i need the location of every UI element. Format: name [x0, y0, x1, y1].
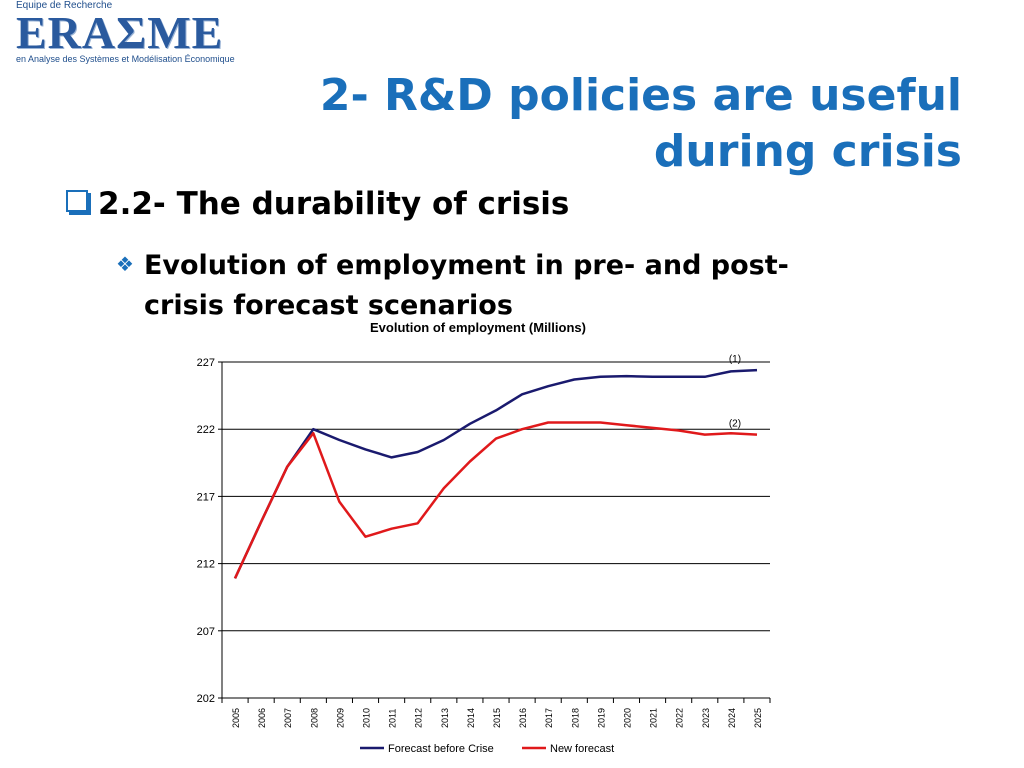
legend-label: New forecast [550, 743, 614, 755]
x-tick-label: 2010 [362, 708, 372, 728]
chart-title: Evolution of employment (Millions) [370, 320, 586, 335]
diamond-bullet-icon: ❖ [116, 252, 134, 276]
x-tick-label: 2020 [622, 708, 632, 728]
chart-svg: Evolution of employment (Millions) 20220… [197, 320, 771, 755]
series-line-forecast-before-crise [233, 368, 758, 579]
slide-title-line1: 2- R&D policies are useful [319, 70, 962, 121]
employment-chart: Evolution of employment (Millions) 202 20… [170, 318, 800, 764]
x-tick-label: 2012 [414, 708, 424, 728]
x-tick-label: 2016 [518, 708, 528, 728]
x-tick-label: 2015 [492, 708, 502, 728]
x-tick-label: 2024 [727, 708, 737, 728]
square-bullet-icon [66, 190, 88, 212]
series-end-label: (2) [729, 419, 741, 430]
x-tick-label: 2019 [596, 708, 606, 728]
x-tick-label: 2023 [701, 708, 711, 728]
y-tick-label: 207 [197, 626, 215, 638]
logo-wordmark: ERAΣME [16, 7, 224, 58]
bullet-level-2-line1: Evolution of employment in pre- and post… [143, 250, 789, 281]
slide-title-line2: during crisis [653, 126, 962, 177]
x-tick-label: 2008 [309, 708, 319, 728]
chart-series-labels: (1) (2) [729, 354, 741, 430]
y-tick-label: 217 [197, 491, 215, 503]
bullet-level-1: 2.2- The durability of crisis [66, 186, 569, 222]
series-end-label: (1) [729, 354, 741, 365]
y-tick-label: 222 [197, 424, 215, 436]
x-tick-label: 2021 [649, 708, 659, 728]
y-tick-label: 212 [197, 559, 215, 571]
logo-subtitle: en Analyse des Systèmes et Modélisation … [16, 54, 235, 64]
y-tick-label: 202 [197, 693, 215, 705]
logo-top-text: Equipe de Recherche [16, 0, 113, 11]
x-tick-label: 2009 [335, 708, 345, 728]
x-tick-label: 2011 [388, 709, 398, 728]
chart-grid [222, 361, 770, 632]
x-tick-label: 2014 [466, 708, 476, 728]
y-tick-label: 227 [197, 357, 215, 369]
x-tick-label: 2006 [257, 708, 267, 728]
chart-axes: 202 207 212 217 222 227 2005 2006 2007 2008 2009 20… [197, 357, 771, 728]
x-tick-label: 2007 [283, 708, 293, 728]
x-tick-label: 2017 [544, 708, 554, 728]
series-line-new-forecast [233, 421, 758, 579]
x-tick-label: 2022 [675, 708, 685, 728]
logo: Equipe de Recherche ERAΣME en Analyse de… [12, 0, 302, 70]
bullet-level-2: ❖ Evolution of employment in pre- and pos… [116, 244, 906, 326]
chart-series [233, 368, 758, 579]
slide-title: 2- R&D policies are useful during crisis [262, 68, 962, 180]
bullet-level-2-line2: crisis forecast scenarios [144, 290, 513, 321]
x-tick-label: 2018 [570, 708, 580, 728]
bullet-level-1-text: 2.2- The durability of crisis [98, 186, 570, 222]
legend-label: Forecast before Crise [388, 743, 494, 755]
chart-legend: Forecast before Crise New forecast [360, 743, 614, 755]
x-tick-label: 2013 [440, 708, 450, 728]
x-tick-label: 2025 [753, 708, 763, 728]
x-tick-label: 2005 [231, 708, 241, 728]
